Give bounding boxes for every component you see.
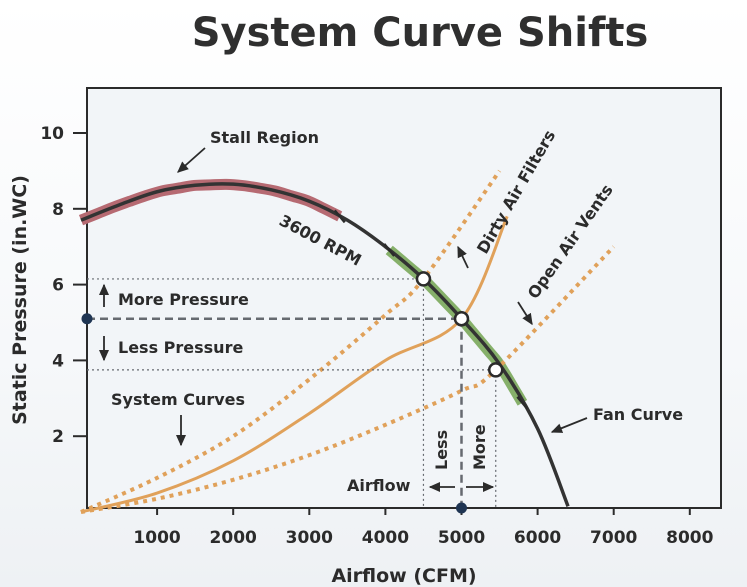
stall-region-label: Stall Region <box>210 128 319 147</box>
open-air-vents-arrow <box>517 301 533 326</box>
less-label: Less <box>432 430 451 470</box>
band-end-tick <box>333 209 346 224</box>
fan-curve-arrow <box>550 417 588 433</box>
x-tick-label: 7000 <box>590 528 637 548</box>
y-tick-label: 8 <box>52 200 64 220</box>
x-tick-label: 4000 <box>362 528 409 548</box>
x-axis-label: Airflow (CFM) <box>331 565 476 587</box>
x-tick-label: 3000 <box>286 528 333 548</box>
fan-curve-label: Fan Curve <box>593 405 683 424</box>
system-curves-label: System Curves <box>111 390 245 409</box>
y-tick-label: 2 <box>52 427 64 447</box>
series-line-open-air-vents <box>80 245 616 514</box>
y-tick-label: 10 <box>40 124 64 144</box>
more-pressure-label: More Pressure <box>118 290 249 309</box>
x-tick-label: 6000 <box>514 528 561 548</box>
x-tick-label: 1000 <box>133 528 180 548</box>
x-axis-reference-dot <box>456 502 467 514</box>
band-end-tick <box>383 243 396 257</box>
chart-title: System Curve Shifts <box>192 10 649 56</box>
x-tick-label: 2000 <box>210 528 257 548</box>
less-pressure-label: Less Pressure <box>118 338 243 357</box>
y-tick-label: 4 <box>52 351 64 371</box>
x-tick-label: 5000 <box>438 528 485 548</box>
y-axis-label: Static Pressure (in.WC) <box>9 175 31 425</box>
operating-point <box>487 362 504 378</box>
y-tick-label: 6 <box>52 276 64 296</box>
dirty-air-filters-arrow <box>457 245 469 269</box>
x-tick-label: 8000 <box>666 528 713 548</box>
operating-point <box>453 310 470 327</box>
series-line-dirty-air-filters <box>80 169 502 514</box>
more-label: More <box>470 424 489 470</box>
y-axis-reference-dot <box>81 313 93 325</box>
band-end-tick <box>516 396 529 410</box>
airflow-label: Airflow <box>347 476 411 495</box>
operating-point <box>415 271 432 287</box>
stall-region-arrow <box>177 147 206 173</box>
